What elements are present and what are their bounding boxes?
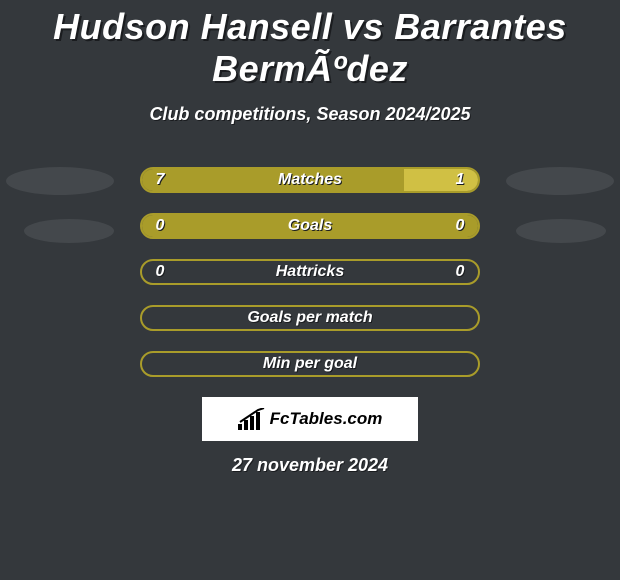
player-photo-placeholder-right-1 [506, 167, 614, 195]
stat-row-content: Goals per match [142, 307, 478, 329]
brand-text: FcTables.com [270, 409, 383, 429]
stat-row: 0Goals0 [140, 213, 480, 239]
stat-row: Min per goal [140, 351, 480, 377]
comparison-chart: 7Matches10Goals00Hattricks0Goals per mat… [0, 167, 620, 377]
stat-rows: 7Matches10Goals00Hattricks0Goals per mat… [140, 167, 480, 377]
stat-row: 0Hattricks0 [140, 259, 480, 285]
brand-box: FcTables.com [202, 397, 418, 441]
page-title: Hudson Hansell vs Barrantes BermÃºdez [0, 0, 620, 90]
stat-value-right: 0 [442, 263, 478, 281]
stat-label: Min per goal [178, 355, 442, 373]
stat-label: Hattricks [178, 263, 442, 281]
player-photo-placeholder-right-2 [516, 219, 606, 243]
stat-value-left: 0 [142, 263, 178, 281]
stat-row: Goals per match [140, 305, 480, 331]
stat-row-content: 0Hattricks0 [142, 261, 478, 283]
page-subtitle: Club competitions, Season 2024/2025 [0, 104, 620, 125]
brand-logo-icon [238, 408, 266, 430]
stat-value-left: 7 [142, 171, 178, 189]
stat-row: 7Matches1 [140, 167, 480, 193]
stat-row-content: 7Matches1 [142, 169, 478, 191]
player-photo-placeholder-left-2 [24, 219, 114, 243]
stat-value-right: 1 [442, 171, 478, 189]
stat-row-content: 0Goals0 [142, 215, 478, 237]
stat-label: Matches [178, 171, 442, 189]
stat-row-content: Min per goal [142, 353, 478, 375]
player-photo-placeholder-left-1 [6, 167, 114, 195]
stat-label: Goals per match [178, 309, 442, 327]
stat-label: Goals [178, 217, 442, 235]
stat-value-left: 0 [142, 217, 178, 235]
stat-value-right: 0 [442, 217, 478, 235]
chart-date: 27 november 2024 [0, 455, 620, 476]
